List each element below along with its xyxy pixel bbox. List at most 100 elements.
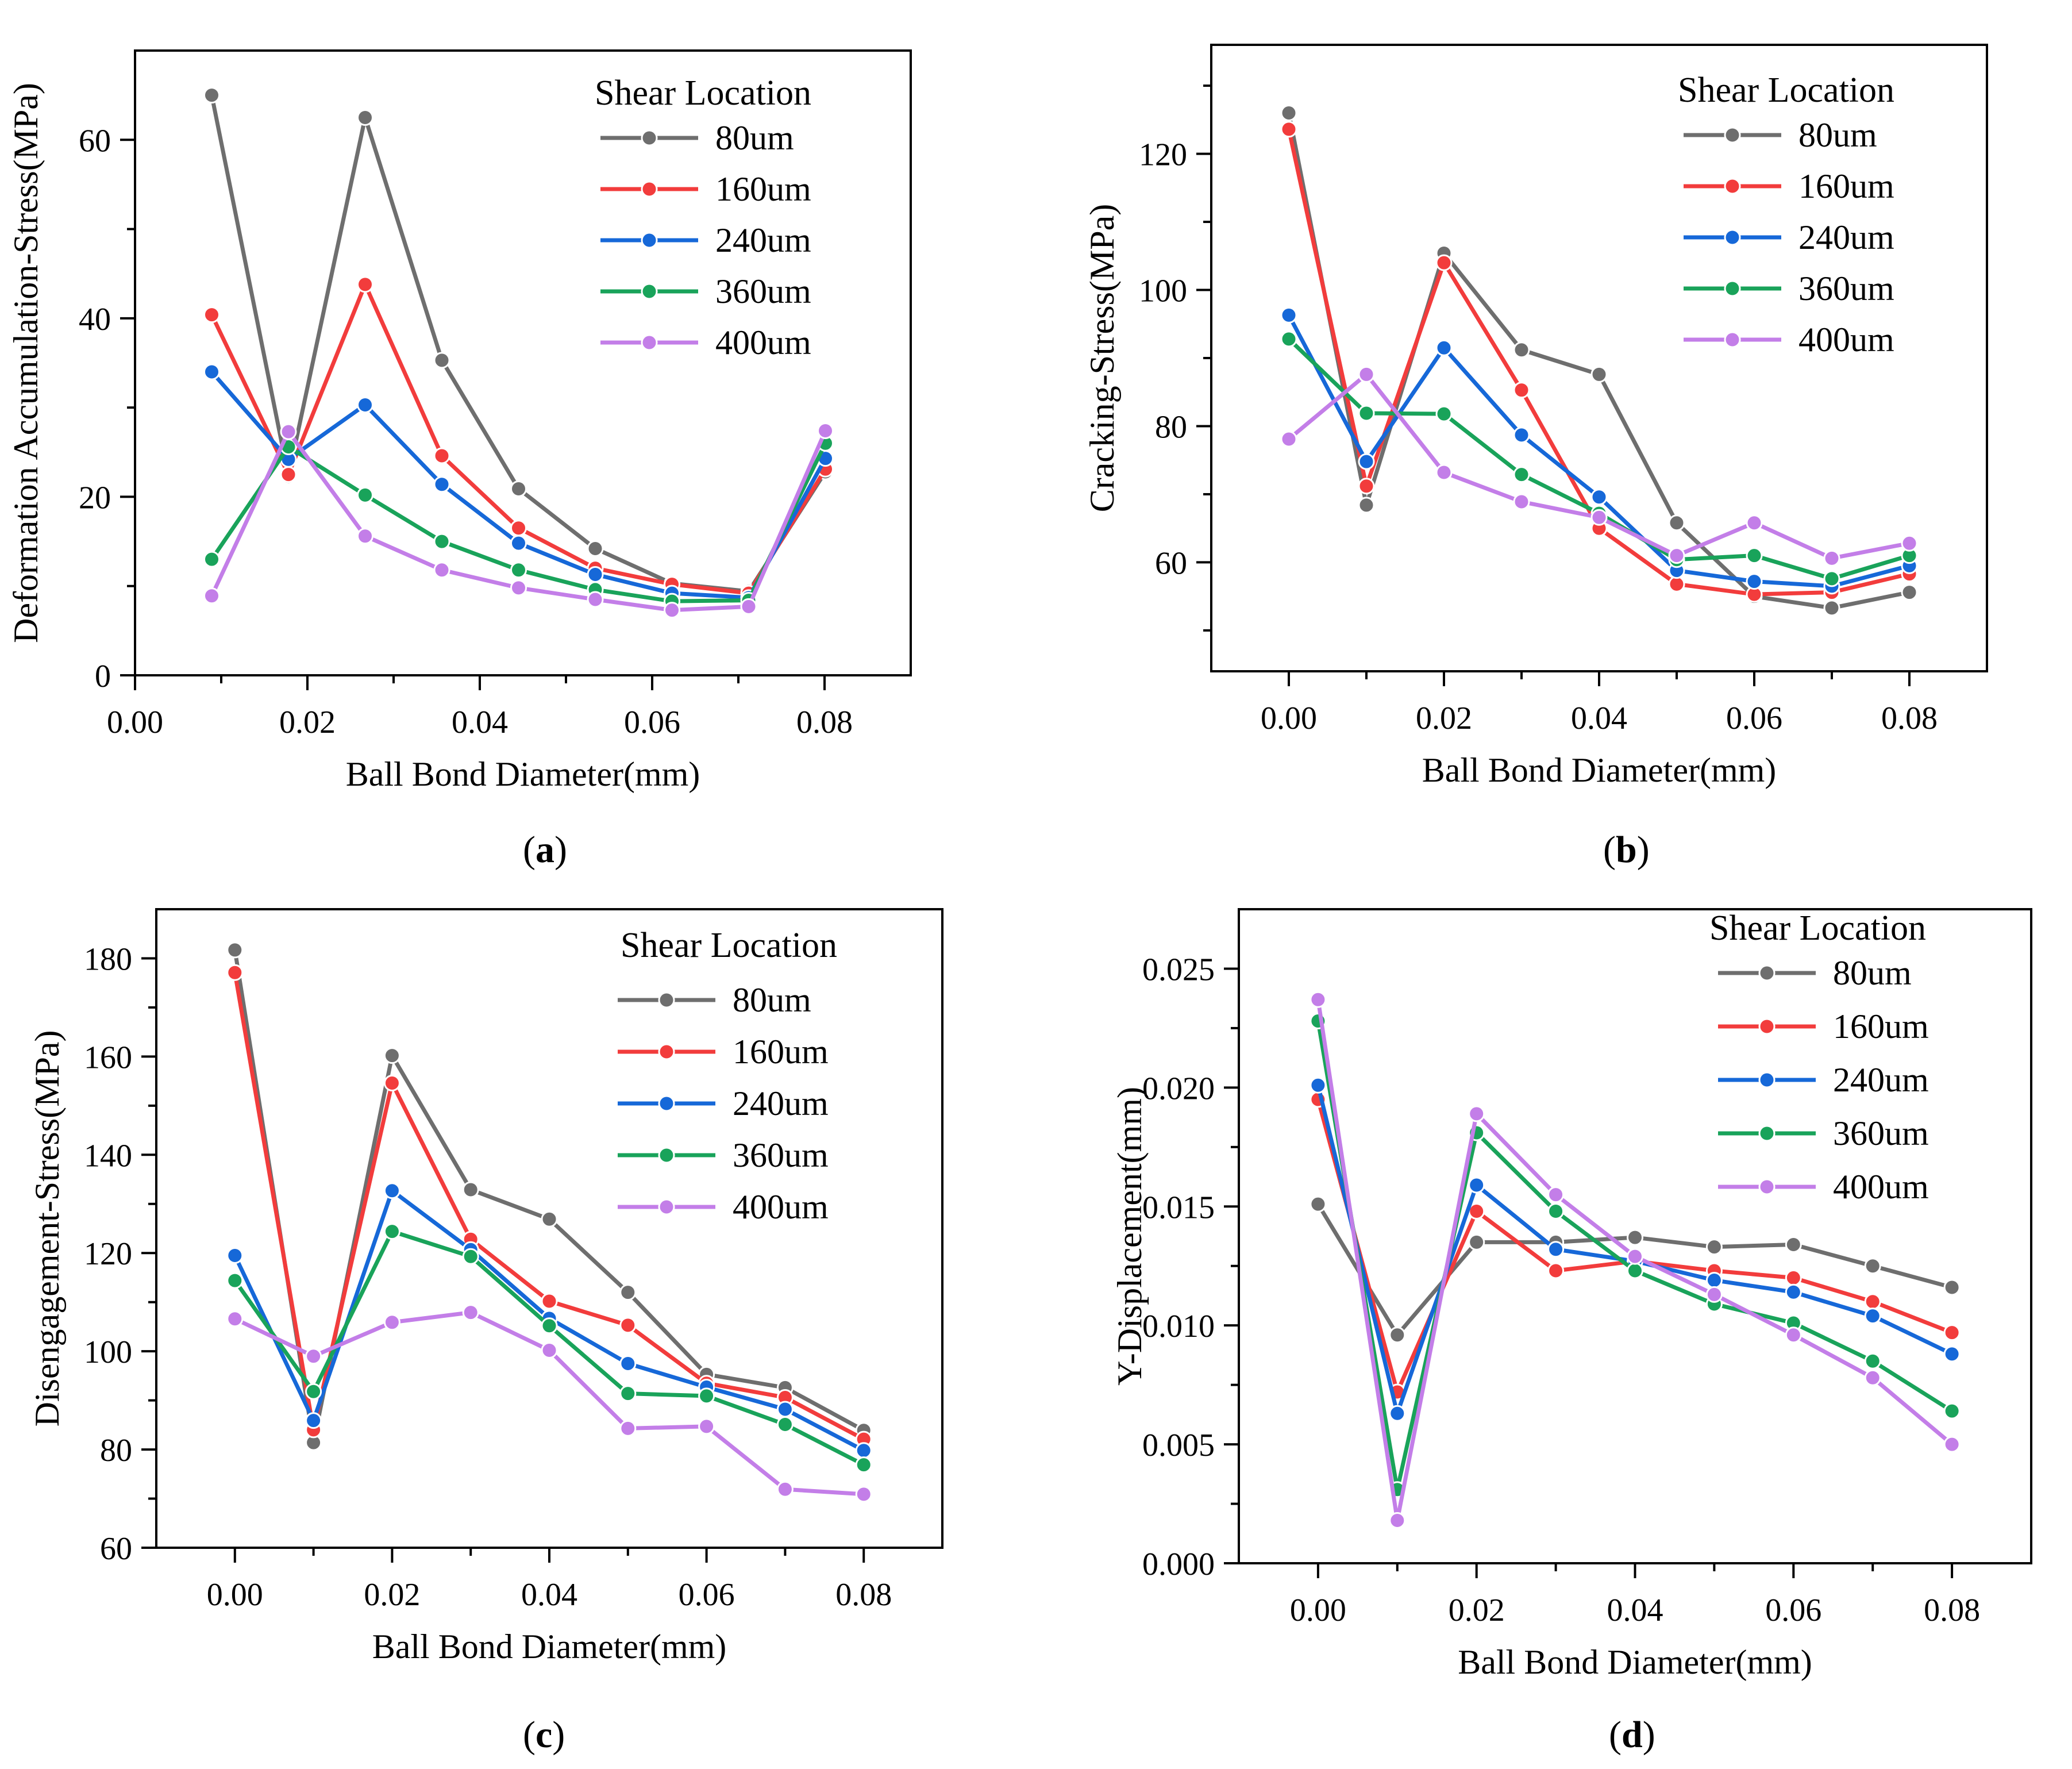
y-tick-label: 80 bbox=[1155, 409, 1187, 445]
x-tick-label: 0.08 bbox=[796, 705, 853, 740]
data-point-240um bbox=[305, 1412, 322, 1429]
legend-entry-160um: 160um bbox=[1833, 1007, 1929, 1045]
data-point-80um bbox=[1943, 1279, 1961, 1296]
x-axis-title: Ball Bond Diameter(mm) bbox=[1422, 751, 1777, 789]
legend-title: Shear Location bbox=[595, 74, 811, 113]
data-point-80um bbox=[1590, 366, 1608, 383]
data-point-160um bbox=[1280, 121, 1297, 138]
data-point-80um bbox=[383, 1047, 400, 1064]
legend-entry-240um: 240um bbox=[1798, 218, 1894, 256]
data-point-240um bbox=[1864, 1307, 1881, 1325]
legend-entry-400um: 400um bbox=[715, 324, 811, 362]
panel-label-open: ( bbox=[1603, 829, 1616, 871]
panel-label-letter: b bbox=[1616, 829, 1637, 871]
data-point-80um bbox=[1280, 104, 1297, 121]
data-point-360um bbox=[619, 1385, 637, 1402]
x-axis-title: Ball Bond Diameter(mm) bbox=[1458, 1643, 1812, 1681]
data-point-240um bbox=[1705, 1272, 1723, 1289]
data-point-80um bbox=[1785, 1236, 1802, 1253]
y-tick-label: 0.020 bbox=[1142, 1071, 1215, 1106]
data-point-400um bbox=[1547, 1186, 1565, 1203]
data-point-80um bbox=[1358, 497, 1375, 514]
data-point-400um bbox=[587, 591, 604, 608]
data-point-400um bbox=[462, 1304, 479, 1321]
y-tick-label: 80 bbox=[100, 1433, 132, 1468]
data-point-400um bbox=[1590, 509, 1608, 526]
data-point-400um bbox=[1823, 549, 1840, 567]
panel-label-open: ( bbox=[523, 829, 536, 871]
data-point-360um bbox=[510, 562, 527, 579]
data-point-80um bbox=[1310, 1195, 1327, 1213]
legend-swatch-marker-240um bbox=[1724, 229, 1741, 246]
data-point-400um bbox=[357, 528, 373, 545]
data-point-360um bbox=[1513, 466, 1530, 483]
data-point-400um bbox=[1468, 1105, 1485, 1122]
legend-title: Shear Location bbox=[1709, 909, 1926, 948]
data-point-360um bbox=[1547, 1203, 1565, 1220]
x-tick-label: 0.02 bbox=[1449, 1593, 1505, 1628]
panel-label-letter: d bbox=[1622, 1714, 1643, 1756]
data-point-400um bbox=[383, 1314, 400, 1331]
data-point-240um bbox=[226, 1247, 244, 1264]
data-point-160um bbox=[383, 1075, 400, 1092]
x-tick-label: 0.00 bbox=[207, 1577, 263, 1613]
data-point-80um bbox=[433, 352, 450, 369]
legend: Shear Location 80um 160um 240um 360um 400um bbox=[1678, 71, 1894, 359]
data-point-360um bbox=[433, 533, 450, 550]
data-point-160um bbox=[1668, 575, 1685, 593]
data-point-360um bbox=[1435, 405, 1453, 422]
data-point-360um bbox=[1627, 1262, 1643, 1279]
x-tick-label: 0.06 bbox=[1765, 1593, 1821, 1628]
x-tick-label: 0.06 bbox=[1726, 701, 1782, 736]
y-tick-label: 0.015 bbox=[1142, 1190, 1215, 1225]
data-point-400um bbox=[1943, 1436, 1961, 1453]
data-point-400um bbox=[1358, 366, 1375, 383]
x-tick-label: 0.04 bbox=[1607, 1593, 1663, 1628]
y-tick-label: 180 bbox=[84, 941, 132, 977]
data-point-80um bbox=[203, 87, 220, 104]
data-point-400um bbox=[1389, 1512, 1406, 1529]
x-tick-label: 0.08 bbox=[835, 1577, 892, 1613]
legend-entry-80um: 80um bbox=[733, 981, 811, 1019]
y-tick-label: 60 bbox=[79, 123, 111, 159]
data-point-400um bbox=[1864, 1369, 1881, 1386]
data-point-160um bbox=[1943, 1324, 1961, 1341]
y-axis-title: Cracking-Stress(MPa) bbox=[1083, 204, 1121, 513]
legend-entry-240um: 240um bbox=[733, 1085, 829, 1122]
legend-entry-80um: 80um bbox=[715, 119, 794, 157]
panel-label-close: ) bbox=[552, 1714, 565, 1756]
data-point-160um bbox=[619, 1317, 637, 1334]
y-axis-title: Disengagement-Stress(MPa) bbox=[28, 1030, 66, 1427]
y-tick-label: 160 bbox=[84, 1040, 132, 1075]
data-point-400um bbox=[541, 1341, 558, 1359]
data-point-400um bbox=[203, 587, 220, 605]
data-point-240um bbox=[1785, 1283, 1802, 1301]
x-tick-label: 0.06 bbox=[679, 1577, 735, 1613]
legend-swatch-marker-360um bbox=[658, 1147, 675, 1164]
legend-entry-240um: 240um bbox=[1833, 1061, 1929, 1099]
legend-entry-160um: 160um bbox=[733, 1033, 829, 1071]
data-point-400um bbox=[1705, 1286, 1723, 1303]
data-point-240um bbox=[587, 566, 604, 583]
data-point-160um bbox=[1358, 478, 1375, 495]
x-tick-label: 0.00 bbox=[1290, 1593, 1346, 1628]
y-tick-label: 20 bbox=[79, 480, 111, 516]
legend-entry-360um: 360um bbox=[715, 272, 811, 310]
y-tick-label: 40 bbox=[79, 302, 111, 337]
legend-entry-160um: 160um bbox=[1798, 167, 1894, 205]
legend-entry-80um: 80um bbox=[1798, 116, 1877, 154]
x-axis-title: Ball Bond Diameter(mm) bbox=[346, 755, 700, 793]
data-point-240um bbox=[1547, 1241, 1565, 1258]
legend-entry-360um: 360um bbox=[733, 1136, 829, 1174]
data-point-360um bbox=[1823, 570, 1840, 587]
data-point-240um bbox=[1280, 306, 1297, 324]
y-tick-label: 60 bbox=[100, 1531, 132, 1567]
data-point-160um bbox=[1547, 1262, 1565, 1279]
panel-label-open: ( bbox=[1609, 1714, 1622, 1756]
data-point-160um bbox=[226, 964, 244, 981]
x-tick-label: 0.02 bbox=[364, 1577, 420, 1613]
data-point-360um bbox=[357, 486, 373, 503]
data-point-240um bbox=[1358, 453, 1375, 470]
legend-title: Shear Location bbox=[621, 926, 837, 965]
